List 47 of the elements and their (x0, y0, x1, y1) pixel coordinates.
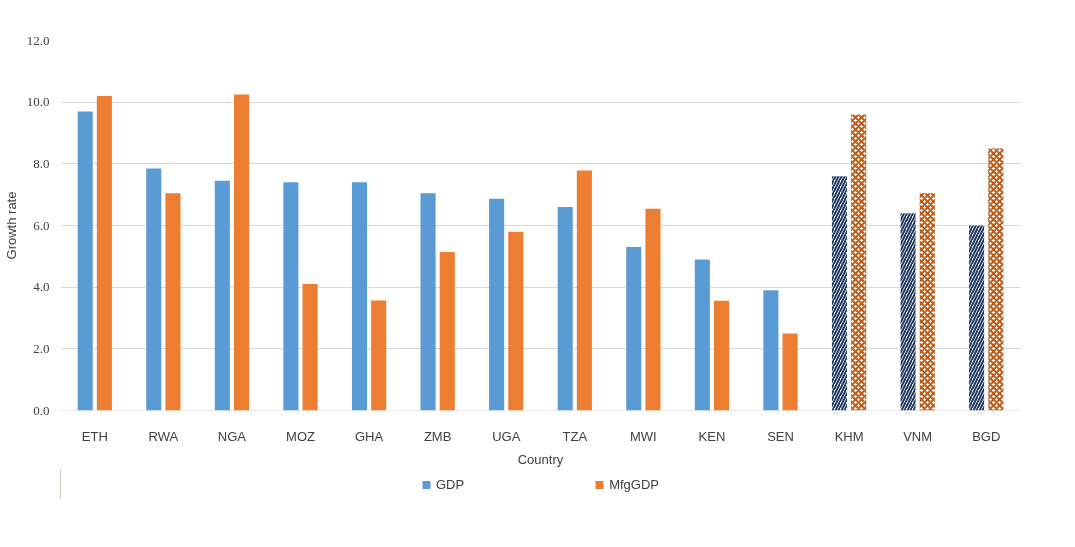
bar (763, 290, 779, 411)
x-tick-label: MWI (630, 428, 657, 444)
x-tick-label: NGA (217, 428, 247, 444)
y-tick-label: 0.0 (33, 402, 50, 418)
x-tick-label: KEN (698, 428, 726, 444)
bar (626, 247, 642, 411)
x-tick-label: ETH (81, 428, 108, 444)
legend-label: GDP (435, 476, 465, 492)
x-tick-label: KHM (834, 428, 864, 444)
bar (233, 94, 250, 411)
y-tick-label: 12.0 (26, 32, 50, 48)
bar (214, 180, 230, 411)
bar (713, 300, 730, 411)
x-tick-label: GHA (354, 428, 384, 444)
y-tick-label: 2.0 (33, 340, 50, 356)
bar (77, 111, 93, 411)
bar (508, 231, 524, 411)
bar (694, 259, 710, 411)
x-axis-title: Country (517, 451, 564, 467)
legend-label: MfgGDP (609, 476, 660, 492)
bar (302, 284, 318, 411)
bar (576, 170, 592, 411)
y-tick-label: 4.0 (33, 279, 50, 295)
bar (420, 193, 436, 411)
bar (439, 252, 455, 411)
bar (283, 182, 299, 411)
bar (146, 168, 162, 411)
x-tick-label: RWA (148, 428, 179, 444)
bar (351, 182, 368, 411)
bar (557, 207, 573, 411)
y-axis-title: Growth rate (3, 191, 19, 260)
bar (96, 96, 112, 411)
bar (371, 300, 387, 411)
x-tick-label: SEN (767, 428, 794, 444)
x-tick-label: MOZ (286, 428, 315, 444)
y-tick-label: 10.0 (26, 94, 50, 110)
x-tick-label: BGD (972, 428, 1001, 444)
y-tick-label: 8.0 (33, 155, 50, 171)
x-tick-label: UGA (492, 428, 521, 444)
bar (489, 198, 505, 411)
y-tick-label: 6.0 (33, 217, 50, 233)
x-tick-label: VNM (903, 428, 933, 444)
bar (165, 193, 181, 411)
bar (782, 333, 798, 411)
bar (645, 208, 661, 411)
x-tick-label: ZMB (423, 428, 452, 444)
x-tick-label: TZA (562, 428, 588, 444)
